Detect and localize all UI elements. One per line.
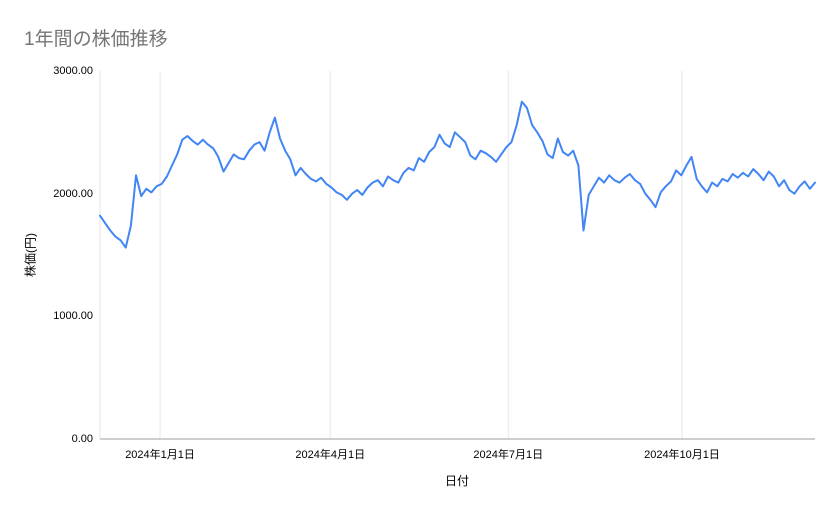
y-tick-label: 3000.00 bbox=[53, 65, 93, 77]
x-tick-label: 2024年4月1日 bbox=[295, 449, 366, 461]
x-tick-label: 2024年7月1日 bbox=[473, 449, 544, 461]
price-line-series bbox=[99, 100, 816, 249]
chart-title: 1年間の株価推移 bbox=[24, 29, 168, 50]
y-tick-label: 0.00 bbox=[71, 433, 93, 445]
y-tick-label: 2000.00 bbox=[53, 187, 93, 200]
y-tick-label: 1000.00 bbox=[53, 310, 93, 323]
x-tick-label: 2024年10月1日 bbox=[644, 449, 720, 461]
x-tick-label: 2024年1月1日 bbox=[125, 449, 195, 461]
x-axis-title: 日付 bbox=[444, 474, 470, 488]
y-axis-title: 株価(円) bbox=[23, 233, 38, 277]
